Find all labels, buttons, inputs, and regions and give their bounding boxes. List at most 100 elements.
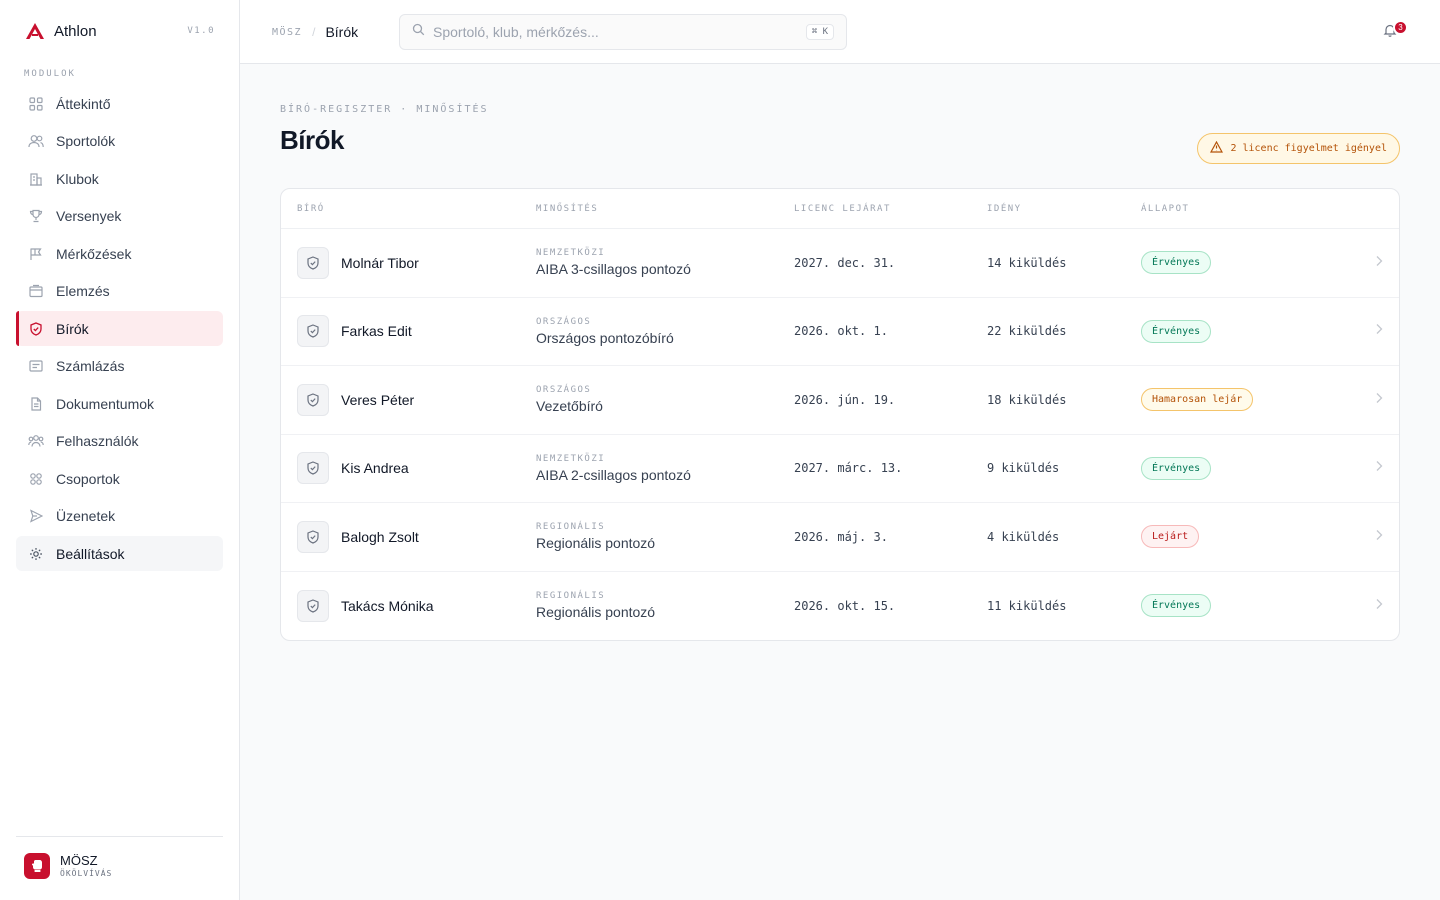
shield-icon xyxy=(297,452,329,485)
sidebar-item-dokumentumok[interactable]: Dokumentumok xyxy=(16,386,223,421)
search-shortcut-hint: ⌘ K xyxy=(805,24,834,40)
user-group-icon xyxy=(28,433,44,449)
trophy-icon xyxy=(28,208,44,224)
season-assignments: 18 kiküldés xyxy=(987,392,1067,407)
warning-icon xyxy=(1210,140,1224,156)
sidebar-item-label: Csoportok xyxy=(56,470,120,487)
sidebar-nav: Áttekintő Sportolók Klubok Versenyek Mér… xyxy=(16,86,223,574)
page-title: Bírók xyxy=(280,125,344,155)
shield-icon xyxy=(297,246,329,279)
notification-count-badge: 3 xyxy=(1393,20,1408,35)
grid-icon xyxy=(28,96,44,112)
column-header-season[interactable]: IDÉNY xyxy=(987,203,1022,214)
shield-icon xyxy=(28,321,44,337)
license-expiry: 2026. jún. 19. xyxy=(794,392,896,407)
building-icon xyxy=(28,171,44,187)
status-badge: Érvényes xyxy=(1141,456,1212,480)
column-header-license-expiry[interactable]: LICENC LEJÁRAT xyxy=(794,203,891,214)
chevron-right-icon[interactable] xyxy=(1375,322,1383,340)
chevron-right-icon[interactable] xyxy=(1375,459,1383,477)
license-alert-chip[interactable]: 2 licenc figyelmet igényel xyxy=(1197,133,1400,164)
qualification-title: Országos pontozóbíró xyxy=(536,329,674,346)
notifications-button[interactable]: 3 xyxy=(1380,20,1408,42)
sidebar-item-csoportok[interactable]: Csoportok xyxy=(16,461,223,496)
qualification-title: Regionális pontozó xyxy=(536,604,656,621)
sidebar-item-klubok[interactable]: Klubok xyxy=(16,161,223,196)
sidebar-item-merkozesek[interactable]: Mérkőzések xyxy=(16,236,223,271)
chevron-right-icon[interactable] xyxy=(1375,597,1383,615)
sidebar-item-felhasznalok[interactable]: Felhasználók xyxy=(16,424,223,459)
flag-icon xyxy=(28,246,44,262)
qualification-level: ORSZÁGOS xyxy=(536,385,592,396)
brand[interactable]: Athlon V1.0 xyxy=(24,20,215,42)
referee-name: Balogh Zsolt xyxy=(341,528,419,545)
column-header-status[interactable]: ÁLLAPOT xyxy=(1141,203,1190,214)
sidebar-item-sportolok[interactable]: Sportolók xyxy=(16,124,223,159)
table-row[interactable]: Veres Péter ORSZÁGOS Vezetőbíró 2026. jún. … xyxy=(281,366,1399,435)
chevron-right-icon[interactable] xyxy=(1375,391,1383,409)
qualification-title: AIBA 2-csillagos pontozó xyxy=(536,466,691,483)
table-row[interactable]: Balogh Zsolt REGIONÁLIS Regionális pontozó… xyxy=(281,503,1399,572)
receipt-icon xyxy=(28,358,44,374)
org-name: MÖSZ xyxy=(60,852,98,868)
shield-icon xyxy=(297,520,329,553)
table-header: BÍRÓ MINŐSÍTÉS LICENC LEJÁRAT IDÉNY ÁLLA… xyxy=(281,189,1399,229)
sidebar-item-label: Dokumentumok xyxy=(56,395,155,412)
sidebar-item-uzenetek[interactable]: Üzenetek xyxy=(16,499,223,534)
referee-name: Molnár Tibor xyxy=(341,254,419,271)
main-content: BÍRÓ-REGISZTER · MINŐSÍTÉS Bírók 2 licen… xyxy=(280,104,1400,641)
chevron-right-icon[interactable] xyxy=(1375,528,1383,546)
qualification-level: REGIONÁLIS xyxy=(536,522,606,533)
license-alert-text: 2 licenc figyelmet igényel xyxy=(1230,143,1387,154)
sidebar-item-beallitasok[interactable]: Beállítások xyxy=(16,536,223,571)
sidebar-item-label: Klubok xyxy=(56,170,99,187)
qualification-level: ORSZÁGOS xyxy=(536,316,592,327)
table-row[interactable]: Kis Andrea NEMZETKÖZI AIBA 2-csillagos pon… xyxy=(281,435,1399,503)
referee-name: Takács Mónika xyxy=(341,597,434,614)
boxing-glove-icon xyxy=(24,853,50,879)
sidebar-item-birok[interactable]: Bírók xyxy=(16,311,223,346)
page-eyebrow: BÍRÓ-REGISZTER · MINŐSÍTÉS xyxy=(280,104,489,115)
chart-icon xyxy=(28,283,44,299)
license-expiry: 2026. máj. 3. xyxy=(794,529,888,544)
table-row[interactable]: Molnár Tibor NEMZETKÖZI AIBA 3-csillagos p… xyxy=(281,229,1399,298)
qualification-level: NEMZETKÖZI xyxy=(536,453,606,464)
document-icon xyxy=(28,396,44,412)
sidebar-item-elemzes[interactable]: Elemzés xyxy=(16,274,223,309)
modules-section-label: MODULOK xyxy=(24,69,76,79)
status-badge: Hamarosan lejár xyxy=(1141,388,1254,412)
sidebar-item-label: Számlázás xyxy=(56,358,125,374)
table-body: Molnár Tibor NEMZETKÖZI AIBA 3-csillagos p… xyxy=(281,229,1399,640)
license-expiry: 2027. dec. 31. xyxy=(794,255,896,270)
table-row[interactable]: Takács Mónika REGIONÁLIS Regionális pontoz… xyxy=(281,572,1399,641)
sidebar-item-attekinto[interactable]: Áttekintő xyxy=(16,86,223,121)
sidebar-item-label: Sportolók xyxy=(56,133,116,149)
breadcrumb-root[interactable]: MÖSZ xyxy=(272,26,303,38)
app-version: V1.0 xyxy=(187,26,215,36)
breadcrumb-separator: / xyxy=(312,25,316,39)
sidebar-item-label: Elemzés xyxy=(56,283,110,299)
sidebar-item-label: Versenyek xyxy=(56,208,122,224)
season-assignments: 11 kiküldés xyxy=(987,598,1067,613)
sidebar-item-label: Áttekintő xyxy=(56,95,111,112)
column-header-referee[interactable]: BÍRÓ xyxy=(297,203,325,214)
search-input[interactable] xyxy=(433,24,806,40)
search-icon xyxy=(412,23,425,41)
referee-name: Veres Péter xyxy=(341,391,415,408)
sidebar-item-szamlazas[interactable]: Számlázás xyxy=(16,349,223,384)
qualification-level: NEMZETKÖZI xyxy=(536,248,606,259)
search-box[interactable]: ⌘ K xyxy=(399,14,847,50)
sidebar-item-label: Üzenetek xyxy=(56,508,116,524)
referees-table: BÍRÓ MINŐSÍTÉS LICENC LEJÁRAT IDÉNY ÁLLA… xyxy=(280,188,1400,641)
table-row[interactable]: Farkas Edit ORSZÁGOS Országos pontozóbíró 2… xyxy=(281,298,1399,366)
app-name: Athlon xyxy=(54,22,97,40)
season-assignments: 9 kiküldés xyxy=(987,461,1060,476)
chevron-right-icon[interactable] xyxy=(1375,254,1383,272)
sidebar-item-versenyek[interactable]: Versenyek xyxy=(16,199,223,234)
shield-icon xyxy=(297,589,329,622)
column-header-qualification[interactable]: MINŐSÍTÉS xyxy=(536,203,599,214)
athlon-logo-icon xyxy=(24,20,46,42)
groups-icon xyxy=(28,471,44,487)
license-expiry: 2026. okt. 1. xyxy=(794,324,888,339)
org-switcher[interactable]: MÖSZ ÖKÖLVÍVÁS xyxy=(16,836,223,879)
